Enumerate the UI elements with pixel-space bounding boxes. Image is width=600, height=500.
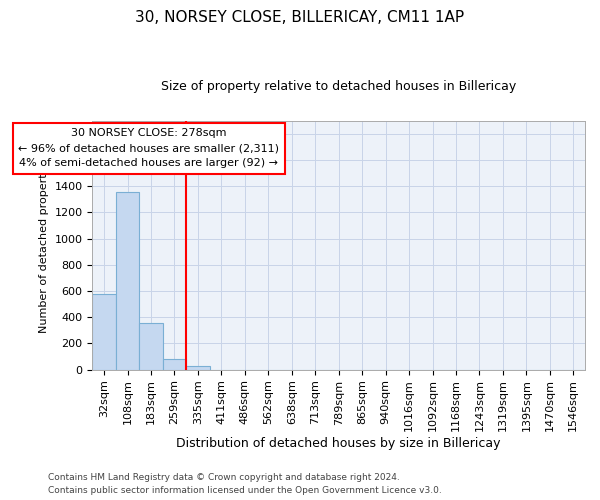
Bar bbox=[139, 323, 163, 370]
Text: Contains HM Land Registry data © Crown copyright and database right 2024.
Contai: Contains HM Land Registry data © Crown c… bbox=[48, 474, 442, 495]
Y-axis label: Number of detached properties: Number of detached properties bbox=[39, 158, 49, 333]
Bar bbox=[186, 366, 209, 370]
Title: Size of property relative to detached houses in Billericay: Size of property relative to detached ho… bbox=[161, 80, 517, 93]
Bar bbox=[116, 192, 139, 370]
Text: 30, NORSEY CLOSE, BILLERICAY, CM11 1AP: 30, NORSEY CLOSE, BILLERICAY, CM11 1AP bbox=[136, 10, 464, 25]
Bar bbox=[92, 294, 116, 370]
X-axis label: Distribution of detached houses by size in Billericay: Distribution of detached houses by size … bbox=[176, 437, 501, 450]
Bar bbox=[163, 358, 186, 370]
Text: 30 NORSEY CLOSE: 278sqm
← 96% of detached houses are smaller (2,311)
4% of semi-: 30 NORSEY CLOSE: 278sqm ← 96% of detache… bbox=[18, 128, 279, 168]
